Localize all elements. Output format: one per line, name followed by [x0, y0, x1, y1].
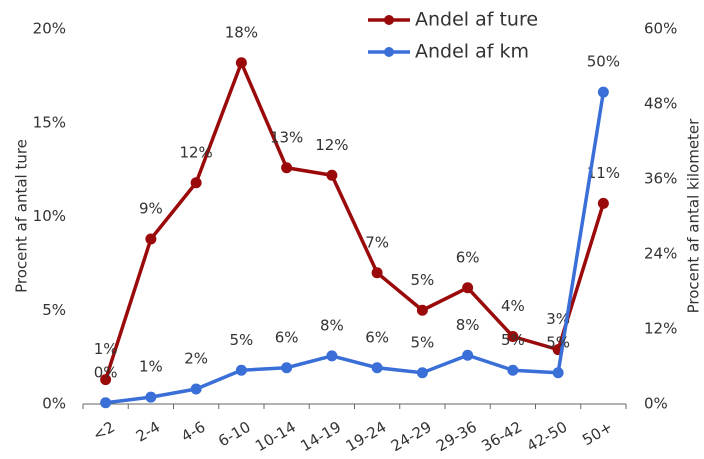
x-tick-label: 2-4 [133, 418, 163, 446]
data-label: 5% [501, 331, 525, 349]
data-label: 12% [179, 143, 212, 161]
data-label: 7% [365, 233, 389, 251]
y2-tick-label: 24% [644, 245, 677, 263]
data-label: 6% [275, 328, 299, 346]
data-label: 50% [587, 53, 620, 71]
data-label: 2% [184, 350, 208, 368]
data-label: 8% [320, 316, 344, 334]
y2-tick-label: 0% [644, 395, 668, 413]
data-point [145, 391, 157, 403]
y-tick-label: 15% [33, 113, 66, 131]
data-point [281, 162, 293, 174]
legend-marker [384, 47, 394, 57]
data-point [235, 364, 247, 376]
data-label: 5% [410, 333, 434, 351]
data-label: 3% [546, 310, 570, 328]
x-tick-label: 19-24 [343, 418, 390, 455]
data-label: 5% [410, 271, 434, 289]
x-tick-label: 24-29 [388, 418, 435, 455]
y-tick-label: 10% [33, 207, 66, 225]
x-tick-label: 50+ [579, 418, 615, 449]
y-axis-label: Procent af antal ture [13, 139, 31, 293]
data-point [326, 350, 338, 362]
y2-tick-label: 12% [644, 320, 677, 338]
x-tick-label: 6-10 [215, 418, 253, 451]
data-point [462, 349, 474, 361]
data-label: 5% [546, 333, 570, 351]
y2-axis-label: Procent af antal kilometer [685, 118, 703, 314]
y-tick-label: 20% [33, 20, 66, 38]
series-line [103, 58, 606, 381]
data-point [190, 383, 202, 395]
data-point [326, 169, 338, 181]
data-label: 11% [587, 164, 620, 182]
data-point [597, 86, 609, 98]
data-label: 6% [456, 248, 480, 266]
data-point [235, 57, 247, 69]
x-tick-label: 29-36 [433, 418, 480, 455]
y2-tick-label: 36% [644, 170, 677, 188]
x-tick-label: 14-19 [297, 418, 344, 455]
legend-label: Andel af km [415, 41, 529, 63]
data-label: 8% [456, 316, 480, 334]
data-label: 0% [94, 363, 118, 381]
data-point [507, 364, 519, 376]
data-label: 6% [365, 328, 389, 346]
x-tick-label: 42-50 [524, 418, 571, 455]
data-point [507, 331, 519, 342]
x-tick-label: <2 [90, 418, 118, 445]
y-tick-label: 0% [42, 395, 66, 413]
data-label: 9% [139, 200, 163, 218]
legend-marker [384, 15, 394, 25]
data-label: 18% [225, 23, 258, 41]
x-tick-label: 4-6 [178, 418, 208, 446]
data-point [100, 374, 112, 386]
x-tick-label: 10-14 [252, 418, 299, 455]
data-label: 13% [270, 128, 303, 146]
data-point [462, 282, 474, 294]
data-point [371, 362, 383, 374]
y-tick-label: 5% [42, 301, 66, 319]
y2-tick-label: 48% [644, 95, 677, 113]
data-point [597, 197, 609, 209]
data-label: 4% [501, 297, 525, 315]
data-label: 12% [315, 136, 348, 154]
data-point [100, 397, 112, 409]
data-label: 1% [94, 340, 118, 358]
data-point [190, 177, 202, 189]
series-line [105, 91, 606, 405]
y2-tick-label: 60% [644, 20, 677, 38]
data-label: 5% [229, 331, 253, 349]
data-point [552, 367, 564, 379]
data-point [281, 362, 293, 374]
data-label: 1% [139, 358, 163, 376]
data-point [416, 367, 428, 379]
data-point [416, 304, 428, 316]
data-point [145, 233, 157, 245]
x-tick-label: 36-42 [478, 418, 525, 455]
legend-label: Andel af ture [415, 9, 538, 31]
data-point [371, 267, 383, 279]
